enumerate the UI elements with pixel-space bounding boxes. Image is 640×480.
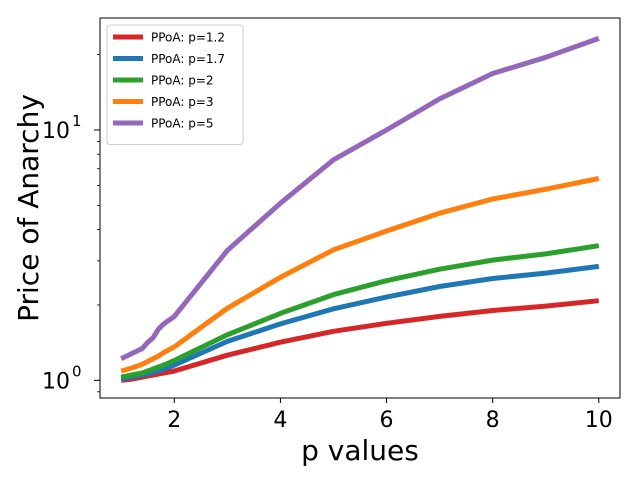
series-layer: [120, 36, 600, 383]
x-tick-label: 4: [273, 408, 287, 433]
series-line-1: [120, 298, 600, 383]
legend: PPoA: p=1.2 PPoA: p=1.7 PPoA: p=2 PPoA: p=3…: [106, 24, 244, 145]
y-tick-exponent: 1: [72, 112, 82, 130]
x-tick-label: 2: [167, 408, 181, 433]
x-tick-label: 6: [380, 408, 394, 433]
y-tick-exponent: 0: [72, 362, 82, 380]
series-line-3: [120, 243, 600, 380]
legend-box: [106, 24, 244, 145]
y-tick-label: 10: [42, 369, 70, 394]
legend-label: PPoA: p=1.7: [151, 52, 225, 66]
y-tick-label: 10: [42, 119, 70, 144]
x-axis: 2 4 6 8 10: [167, 398, 613, 433]
x-axis-label: p values: [301, 434, 419, 467]
plot-frame: [99, 17, 621, 399]
legend-label: PPoA: p=2: [151, 74, 214, 88]
y-axis-label: Price of Anarchy: [12, 94, 45, 322]
x-tick-label: 10: [585, 408, 613, 433]
series-line-5: [120, 36, 600, 361]
legend-label: PPoA: p=1.2: [151, 31, 225, 45]
series-line-2: [120, 263, 600, 382]
legend-label: PPoA: p=5: [151, 117, 214, 131]
series-line-4: [120, 176, 600, 374]
x-tick-label: 8: [486, 408, 500, 433]
legend-label: PPoA: p=3: [151, 95, 214, 109]
